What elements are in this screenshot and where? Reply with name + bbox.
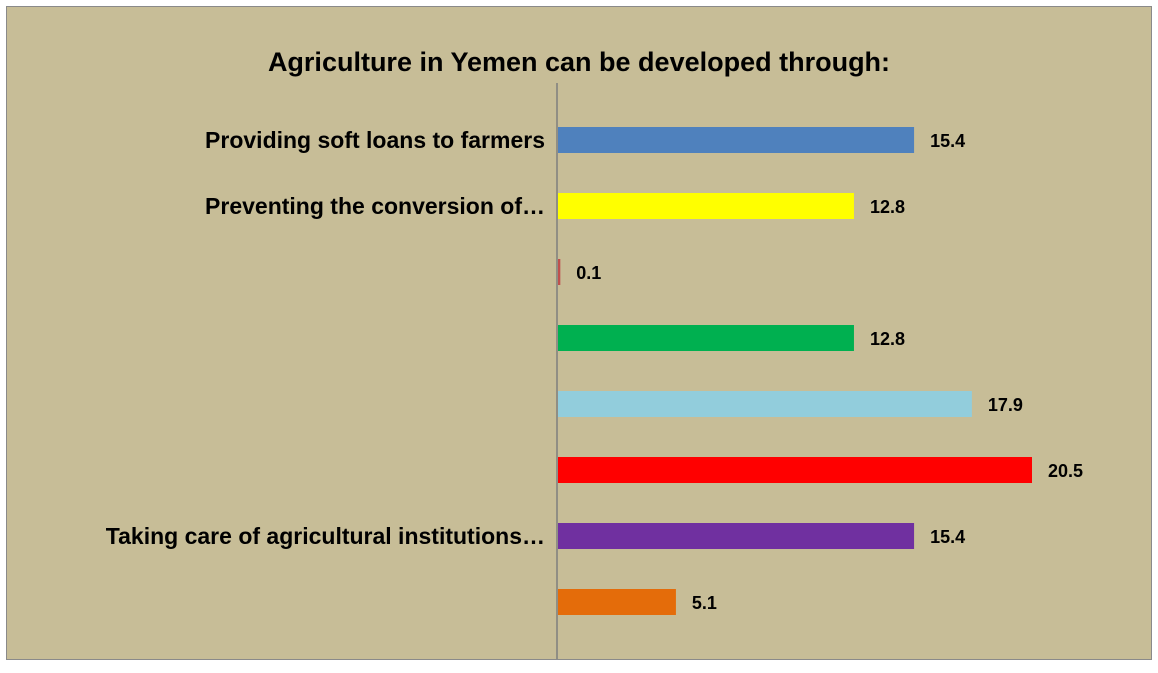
- value-label-6: 20.5: [1048, 461, 1083, 481]
- bar-1: [558, 127, 915, 153]
- bars-group: 15.4 Providing soft loans to farmers 12.8 P…: [106, 127, 1083, 615]
- bar-8: [558, 589, 676, 615]
- bar-7: [558, 523, 915, 549]
- bar-4: [558, 325, 854, 351]
- category-label-1: Providing soft loans to farmers: [205, 127, 545, 153]
- chart-plot: 15.4 Providing soft loans to farmers 12.8 P…: [106, 83, 1083, 659]
- bar-6: [558, 457, 1032, 483]
- value-label-1: 15.4: [930, 131, 965, 151]
- value-label-4: 12.8: [870, 329, 905, 349]
- bar-3: [558, 259, 561, 285]
- value-label-8: 5.1: [692, 593, 717, 613]
- category-label-2: Preventing the conversion of…: [205, 193, 545, 219]
- bar-5: [558, 391, 972, 417]
- value-label-5: 17.9: [988, 395, 1023, 415]
- value-label-2: 12.8: [870, 197, 905, 217]
- bar-2: [558, 193, 854, 219]
- value-label-7: 15.4: [930, 527, 965, 547]
- chart-frame: Agriculture in Yemen can be developed th…: [6, 6, 1152, 660]
- chart-title: Agriculture in Yemen can be developed th…: [267, 47, 891, 77]
- category-label-7: Taking care of agricultural institutions…: [106, 523, 545, 549]
- value-label-3: 0.1: [576, 263, 601, 283]
